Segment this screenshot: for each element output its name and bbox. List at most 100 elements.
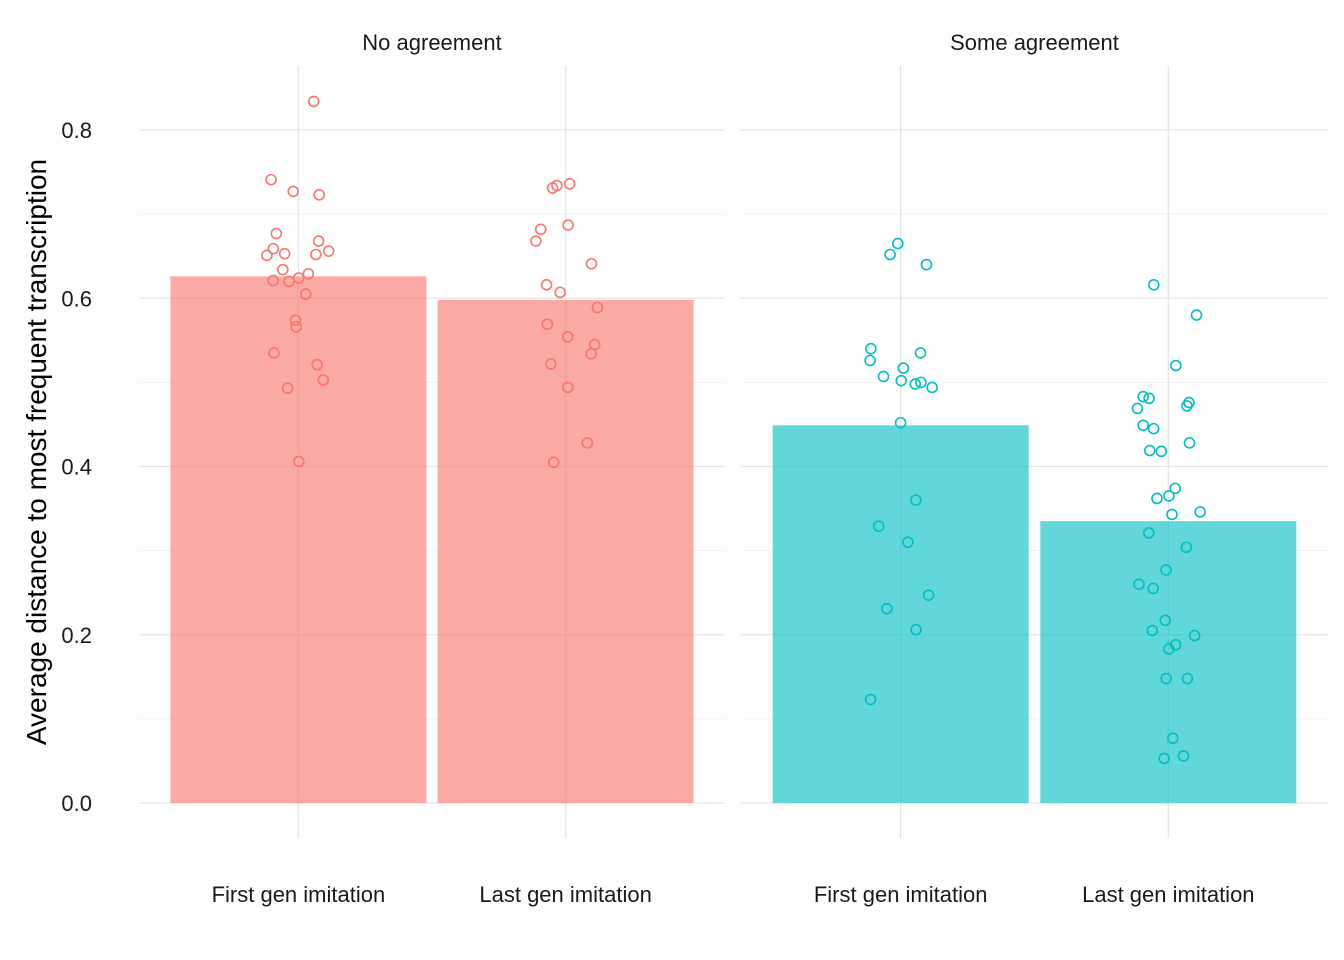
bar [772,425,1029,803]
data-point [884,248,896,261]
data-point [310,248,322,261]
data-point [877,370,890,383]
data-point [591,301,604,314]
data-point [1160,672,1173,685]
y-tick-label: 0.6 [61,286,92,311]
data-point [302,268,315,280]
data-point [267,242,280,255]
data-point [1143,392,1155,405]
data-point [289,314,302,326]
y-tick-label: 0.4 [61,455,92,480]
data-point [895,374,908,387]
data-point [910,623,922,636]
data-point [1147,582,1159,595]
data-point [1158,752,1170,765]
data-point [283,275,295,288]
y-tick-label: 0.2 [61,623,92,648]
data-point [287,185,300,198]
x-tick-label: Last gen imitation [1082,882,1254,907]
bar [170,276,427,803]
data-point [313,188,326,201]
data-point [1166,508,1178,521]
data-point [270,227,283,240]
data-point [322,245,335,257]
data-point [1133,578,1145,591]
data-point [544,358,557,370]
data-point [915,376,927,389]
data-point [1142,527,1155,539]
data-point [547,456,560,469]
data-point [920,258,933,271]
data-point [307,95,320,108]
x-tick-label: First gen imitation [814,882,988,907]
data-point [563,178,576,190]
data-point [1137,390,1149,403]
facet-strip-label: Some agreement [950,30,1119,55]
data-point [872,520,885,533]
data-point [277,263,289,276]
label-layer: No agreement First gen imitation Last gen … [61,30,1254,907]
data-point [926,381,938,394]
point-layer [261,95,1206,765]
x-tick-label: First gen imitation [212,882,386,907]
bar [437,299,694,803]
data-point [562,381,574,394]
data-point [1163,643,1175,655]
data-point [1151,492,1163,505]
data-point [1137,419,1150,432]
data-point [1183,437,1196,449]
data-point [530,235,542,247]
data-point [293,455,305,468]
data-point [1155,445,1168,458]
data-point [554,286,566,299]
data-point [864,693,877,706]
data-point [902,536,914,549]
data-point [268,347,280,359]
data-point [1169,482,1181,495]
data-point [864,354,876,367]
data-point [261,249,273,262]
data-point [881,602,893,615]
y-tick-label: 0.8 [61,118,92,143]
data-point [914,347,927,359]
data-point [267,274,279,287]
data-point [540,278,553,291]
data-point [1131,402,1144,415]
data-point [585,347,597,360]
y-axis-title: Average distance to most frequent transc… [21,159,52,745]
data-point [1190,309,1203,321]
data-point [910,494,922,506]
data-point [1167,732,1179,745]
data-point [546,182,559,194]
data-point [581,437,594,449]
data-point [1177,750,1190,762]
data-point [1146,624,1159,637]
data-point [1170,359,1182,372]
data-point [1143,444,1156,457]
data-point [311,358,323,371]
data-point [1147,278,1160,291]
data-point [1181,672,1194,685]
data-point [1181,400,1193,412]
data-point [534,223,547,236]
bar-layer [170,276,1297,803]
data-point [1163,490,1175,502]
data-point [317,374,330,386]
facet-strip-label: No agreement [362,30,501,55]
data-point [909,378,922,390]
data-point [561,331,574,343]
data-point [312,235,325,247]
data-point [299,288,312,300]
data-point [1194,506,1206,518]
data-point [562,219,574,231]
data-point [585,257,598,270]
data-point [1180,541,1193,554]
data-point [278,247,291,260]
data-point [894,416,907,429]
data-point [541,318,554,331]
data-point [922,589,935,602]
data-point [897,362,910,374]
data-point [281,382,294,395]
x-tick-label: Last gen imitation [479,882,651,907]
